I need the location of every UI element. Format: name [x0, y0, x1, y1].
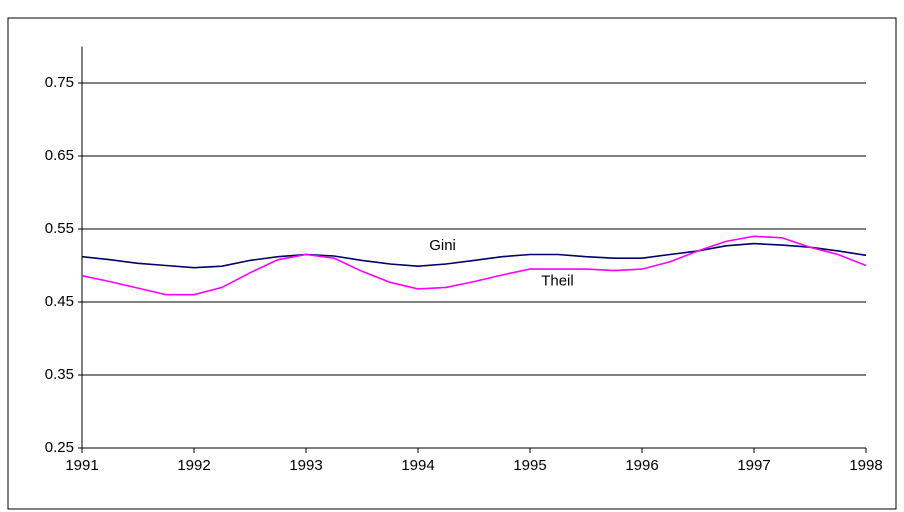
- series-label: Theil: [541, 273, 574, 290]
- x-tick-label: 1995: [513, 457, 546, 474]
- y-tick-label: 0.65: [45, 147, 74, 164]
- x-tick-label: 1997: [737, 457, 770, 474]
- y-tick-label: 0.45: [45, 293, 74, 310]
- x-tick-label: 1991: [65, 457, 98, 474]
- y-tick-label: 0.75: [45, 74, 74, 91]
- x-tick-label: 1992: [177, 457, 210, 474]
- chart-border: [7, 17, 897, 510]
- y-tick-label: 0.55: [45, 220, 74, 237]
- y-tick-label: 0.35: [45, 366, 74, 383]
- x-tick-label: 1998: [849, 457, 882, 474]
- series-label: Gini: [429, 237, 456, 254]
- x-tick-label: 1996: [625, 457, 658, 474]
- x-tick-label: 1993: [289, 457, 322, 474]
- series-line: [81, 242, 867, 269]
- y-tick-label: 0.25: [45, 439, 74, 456]
- series-line: [81, 235, 867, 296]
- x-tick-label: 1994: [401, 457, 434, 474]
